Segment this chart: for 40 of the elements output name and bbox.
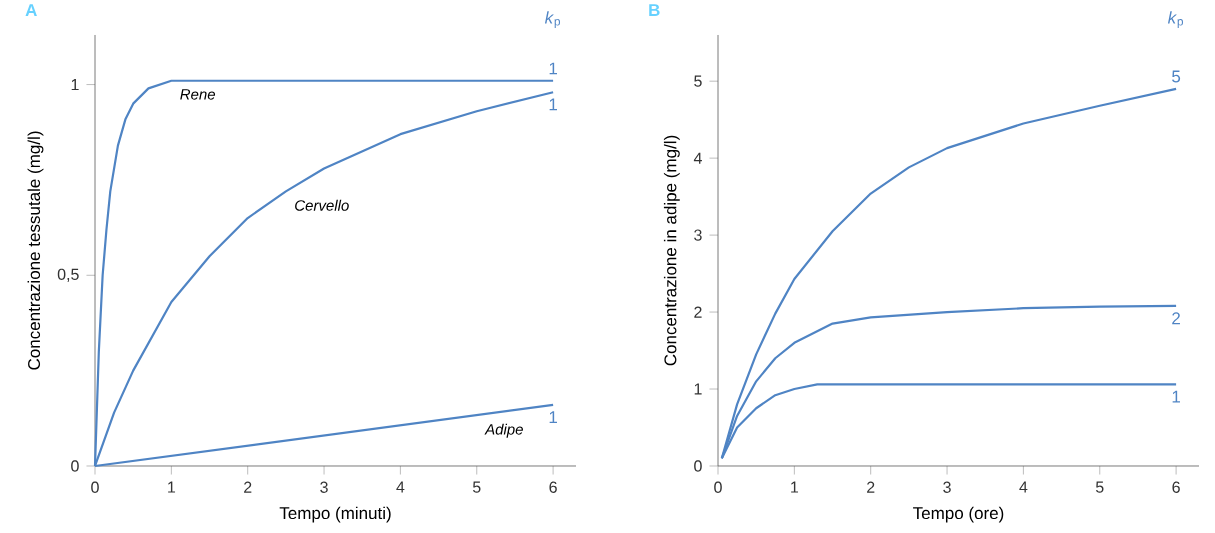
y-tick-label: 0 (694, 460, 702, 472)
chart-title: B (649, 4, 660, 16)
y-tick-label: 3 (694, 229, 702, 241)
y-axis-title: Concentrazione tessutale (mg/l) (27, 131, 44, 370)
series-label: 2 (1172, 312, 1180, 325)
x-tick-label: 0 (714, 481, 722, 493)
y-tick-label: 0 (71, 460, 79, 472)
x-tick-label: 2 (244, 481, 252, 493)
series-label: 5 (1172, 70, 1181, 83)
series-label: 1 (549, 98, 557, 111)
y-tick-label: 5 (694, 75, 702, 87)
x-tick-label: 1 (168, 481, 176, 493)
y-tick-label: 1 (71, 79, 79, 91)
x-tick-label: 5 (1095, 481, 1104, 493)
y-tick-label: 0,5 (57, 268, 79, 282)
legend-title: k$_{p}$ (544, 11, 561, 28)
x-tick-label: 3 (320, 481, 328, 493)
chart-title: A (25, 4, 37, 16)
y-axis-title: Concentrazione in adipe (mg/l) (663, 135, 680, 366)
series-label: 1 (549, 411, 557, 424)
x-tick-label: 3 (943, 481, 951, 493)
x-axis-title: Tempo (minuti) (279, 506, 391, 523)
annotation: Rene (180, 89, 216, 100)
series-label: 1 (549, 62, 557, 75)
annotation: Adipe (484, 423, 523, 438)
y-tick-label: 2 (694, 306, 702, 318)
series-label: 1 (1172, 390, 1180, 403)
x-tick-label: 1 (791, 481, 799, 493)
x-axis-title: Tempo (ore) (913, 506, 1004, 523)
x-tick-label: 6 (1172, 481, 1180, 493)
legend-title: k$_{p}$ (1167, 11, 1184, 28)
x-tick-label: 5 (472, 481, 481, 493)
x-tick-label: 6 (549, 481, 557, 493)
y-tick-label: 1 (694, 383, 702, 395)
x-tick-label: 4 (396, 481, 405, 493)
y-tick-label: 4 (693, 152, 702, 164)
annotation: Cervello (295, 199, 349, 211)
x-tick-label: 4 (1019, 481, 1028, 493)
x-tick-label: 2 (867, 481, 875, 493)
x-tick-label: 0 (91, 481, 99, 493)
